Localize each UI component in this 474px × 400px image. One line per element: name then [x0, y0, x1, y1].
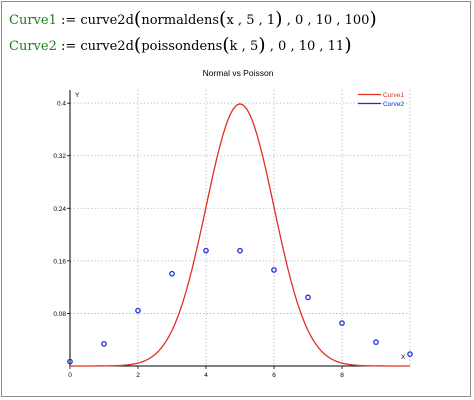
y-tick-label: 0.24	[53, 206, 66, 213]
variable-name: Curve2	[9, 39, 57, 54]
inner-arguments: x , 5 , 1	[226, 13, 276, 28]
chart-title: Normal vs Poisson	[203, 68, 274, 78]
y-axis-label: Y	[75, 92, 80, 99]
grid	[70, 90, 411, 366]
inner-function-name: poissondens	[141, 39, 223, 54]
function-name: curve2d	[80, 39, 134, 54]
curve2-point	[169, 270, 175, 277]
curve2-point	[135, 307, 141, 314]
x-tick-label: 6	[272, 372, 276, 379]
x-tick-label: 4	[204, 372, 208, 379]
curve2-point	[237, 247, 243, 254]
x-tick-label: 2	[136, 372, 140, 379]
curve1-line	[70, 103, 410, 367]
curve2-point	[373, 339, 379, 345]
legend: Curve1 Curve2	[358, 92, 404, 108]
legend-label-curve1: Curve1	[383, 92, 404, 99]
x-axis-label: X	[401, 354, 406, 361]
curve2-point	[339, 320, 345, 326]
curve2-point	[407, 351, 413, 357]
curve2-point	[305, 294, 311, 301]
y-tick-label: 0.32	[53, 153, 66, 160]
curve2-point	[67, 358, 73, 365]
y-tick-label: 0.08	[53, 311, 66, 318]
y-tick-label: 0.4	[57, 101, 66, 108]
curve2-point	[101, 341, 107, 347]
y-tick-label: 0.16	[53, 258, 66, 265]
plot-series	[67, 103, 413, 367]
axes	[67, 90, 410, 369]
tick-labels: 0 2 4 6 8 0.08 0.16 0.24 0.32 0.4	[53, 101, 344, 379]
assign-operator: :=	[60, 39, 77, 54]
inner-arguments: k , 5	[229, 39, 259, 54]
variable-name: Curve1	[9, 13, 57, 28]
function-name: curve2d	[80, 13, 134, 28]
curve2-point	[271, 267, 277, 273]
outer-arguments: , 0 , 10 , 100	[286, 13, 370, 28]
curve2-point	[203, 247, 209, 254]
inner-function-name: normaldens	[141, 13, 220, 28]
outer-arguments: , 0 , 10 , 11	[269, 39, 345, 54]
assign-operator: :=	[60, 13, 77, 28]
x-tick-label: 8	[340, 372, 344, 379]
curve1-definition[interactable]: Curve1 := curve2d(normaldens(x , 5 , 1) …	[9, 8, 377, 30]
legend-label-curve2: Curve2	[383, 101, 404, 108]
x-tick-label: 0	[68, 372, 72, 379]
curve2-definition[interactable]: Curve2 := curve2d(poissondens(k , 5) , 0…	[9, 34, 352, 56]
